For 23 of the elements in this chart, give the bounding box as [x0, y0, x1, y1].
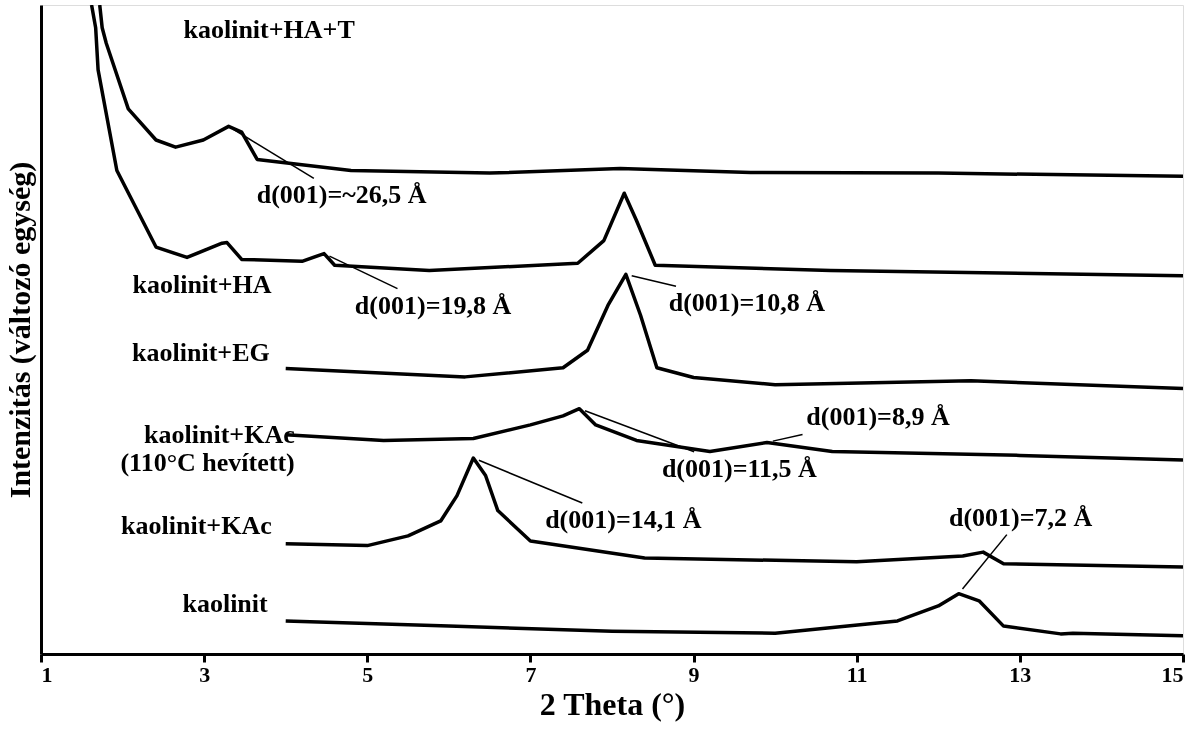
series-label: kaolinit+KAc — [121, 510, 272, 540]
x-axis-title: 2 Theta (°) — [539, 685, 686, 722]
annotation: d(001)=8,9 Å — [806, 402, 950, 432]
x-tick-label: 11 — [846, 661, 868, 687]
annotation: d(001)=11,5 Å — [661, 453, 818, 483]
series-label: kaolinit+KAc (110°C hevített) — [120, 419, 295, 477]
y-axis-title: Intenzitás (változó egység) — [2, 161, 37, 499]
x-tick-label: 5 — [362, 661, 374, 687]
series-label: kaolinit — [182, 588, 269, 618]
annotation: d(001)=19,8 Å — [354, 290, 512, 320]
x-tick-label: 3 — [199, 661, 211, 687]
text: kaolinit+HA+T — [183, 15, 355, 44]
annotation: d(001)=7,2 Å — [948, 502, 1093, 532]
annotation: d(001)=14,1 Å — [545, 505, 702, 534]
x-tick-label: 15 — [1161, 661, 1184, 687]
x-tick-label: 1 — [41, 661, 53, 687]
x-tick-label: 9 — [688, 661, 700, 687]
x-tick-label: 7 — [525, 661, 537, 687]
annotation: d(001)=10,8 Å — [668, 288, 826, 318]
annotation: d(001)=~26,5 Å — [256, 180, 427, 210]
series-label: kaolinit+EG — [132, 338, 270, 368]
legend-label: kaolinit+HA — [132, 270, 272, 299]
x-tick-label: 13 — [1009, 661, 1032, 687]
